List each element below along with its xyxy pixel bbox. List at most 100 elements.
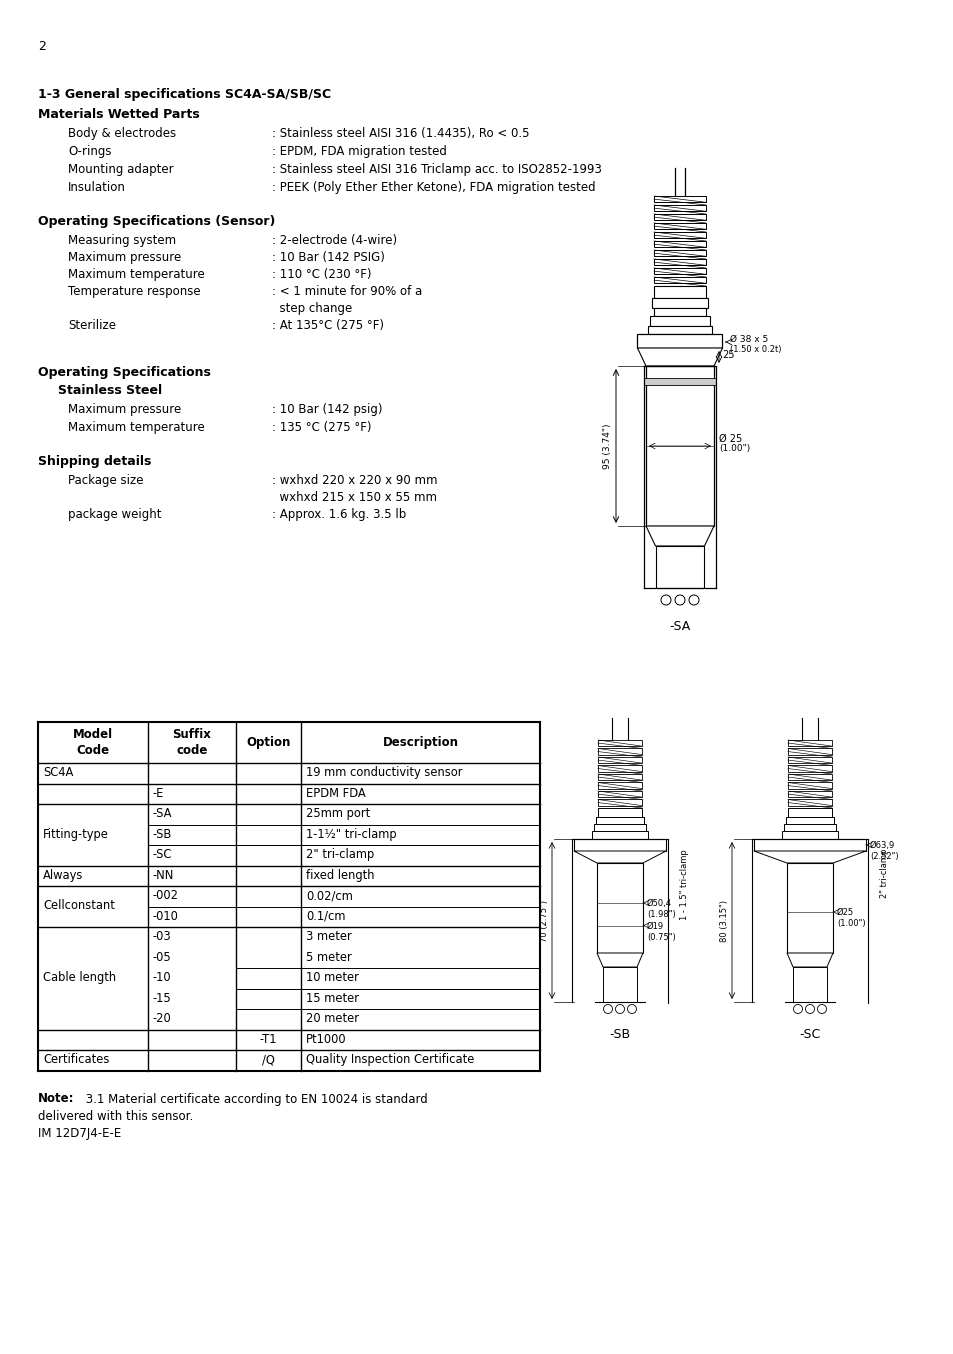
Bar: [654, 204, 705, 211]
Text: Model
Code: Model Code: [72, 728, 113, 757]
Text: Cellconstant: Cellconstant: [43, 899, 114, 913]
Text: 1 - 1.5" tri-clamp: 1 - 1.5" tri-clamp: [679, 849, 688, 919]
Bar: [598, 765, 641, 772]
Polygon shape: [786, 953, 832, 967]
Bar: [787, 749, 831, 754]
Text: -SA: -SA: [669, 620, 690, 634]
Text: IM 12D7J4-E-E: IM 12D7J4-E-E: [38, 1127, 121, 1140]
Text: Body & electrodes: Body & electrodes: [68, 127, 176, 139]
Bar: [787, 774, 831, 780]
Text: Maximum pressure: Maximum pressure: [68, 403, 181, 416]
Bar: [596, 816, 643, 825]
Text: EPDM FDA: EPDM FDA: [306, 787, 365, 800]
Bar: [654, 259, 705, 265]
Text: 3 meter: 3 meter: [306, 930, 352, 944]
Text: Pt1000: Pt1000: [306, 1033, 346, 1045]
Text: step change: step change: [272, 302, 352, 315]
Text: -SC: -SC: [152, 848, 172, 861]
Text: 15 meter: 15 meter: [306, 991, 358, 1005]
Text: 2: 2: [38, 41, 46, 53]
Bar: [654, 196, 705, 202]
Text: fixed length: fixed length: [306, 868, 375, 881]
Text: 1-1½" tri-clamp: 1-1½" tri-clamp: [306, 827, 396, 841]
Bar: [637, 334, 721, 348]
Text: (1.50 x 0.2t): (1.50 x 0.2t): [730, 345, 781, 353]
Text: : 10 Bar (142 psig): : 10 Bar (142 psig): [272, 403, 382, 416]
Text: 5 meter: 5 meter: [306, 951, 352, 964]
Text: -20: -20: [152, 1011, 172, 1025]
Polygon shape: [753, 852, 865, 862]
Bar: [655, 546, 703, 588]
Text: -15: -15: [152, 991, 172, 1005]
Bar: [592, 831, 647, 839]
Text: -002: -002: [152, 890, 179, 902]
Text: 2" tri-clamp: 2" tri-clamp: [879, 849, 888, 898]
Bar: [654, 223, 705, 229]
Text: : 2-electrode (4-wire): : 2-electrode (4-wire): [272, 234, 396, 246]
Polygon shape: [645, 525, 713, 546]
Text: (1.00"): (1.00"): [719, 444, 749, 454]
Text: 80 (3.15"): 80 (3.15"): [720, 899, 728, 941]
Bar: [785, 816, 833, 825]
Text: 25mm port: 25mm port: [306, 807, 370, 821]
Text: Maximum pressure: Maximum pressure: [68, 250, 181, 264]
Text: : wxhxd 220 x 220 x 90 mm: : wxhxd 220 x 220 x 90 mm: [272, 474, 437, 487]
Text: 1-3 General specifications SC4A-SA/SB/SC: 1-3 General specifications SC4A-SA/SB/SC: [38, 88, 331, 102]
Text: Option: Option: [246, 737, 291, 749]
Text: Suffix
code: Suffix code: [172, 728, 212, 757]
Polygon shape: [637, 348, 721, 366]
Bar: [645, 366, 713, 525]
Text: : 110 °C (230 °F): : 110 °C (230 °F): [272, 268, 371, 282]
Text: Fitting-type: Fitting-type: [43, 827, 109, 841]
Bar: [598, 783, 641, 788]
Text: -SC: -SC: [799, 1028, 820, 1041]
Bar: [781, 831, 837, 839]
Text: -03: -03: [152, 930, 172, 944]
Text: Ø50,4
(1.98"): Ø50,4 (1.98"): [646, 899, 675, 919]
Text: Shipping details: Shipping details: [38, 455, 152, 468]
Text: : At 135°C (275 °F): : At 135°C (275 °F): [272, 320, 384, 332]
Bar: [598, 799, 641, 806]
Text: wxhxd 215 x 150 x 55 mm: wxhxd 215 x 150 x 55 mm: [272, 492, 436, 504]
Text: -SB: -SB: [609, 1028, 630, 1041]
Text: : 135 °C (275 °F): : 135 °C (275 °F): [272, 421, 371, 435]
Bar: [654, 307, 705, 315]
Bar: [787, 765, 831, 772]
Text: Package size: Package size: [68, 474, 143, 487]
Bar: [787, 799, 831, 806]
Text: Ø63,9
(2.52"): Ø63,9 (2.52"): [869, 841, 898, 861]
Bar: [598, 741, 641, 746]
Text: : Approx. 1.6 kg. 3.5 lb: : Approx. 1.6 kg. 3.5 lb: [272, 508, 406, 521]
Text: -E: -E: [152, 787, 164, 800]
Text: Ø 38 x 5: Ø 38 x 5: [730, 334, 768, 344]
Bar: [598, 749, 641, 754]
Text: : PEEK (Poly Ether Ether Ketone), FDA migration tested: : PEEK (Poly Ether Ether Ketone), FDA mi…: [272, 181, 595, 194]
Text: -10: -10: [152, 971, 172, 984]
Text: Mounting adapter: Mounting adapter: [68, 162, 173, 176]
Bar: [594, 825, 645, 831]
Polygon shape: [574, 852, 665, 862]
Bar: [654, 268, 705, 275]
Text: 3.1 Material certificate according to EN 10024 is standard: 3.1 Material certificate according to EN…: [82, 1093, 427, 1105]
Bar: [649, 315, 709, 326]
Text: Maximum temperature: Maximum temperature: [68, 268, 205, 282]
Bar: [654, 241, 705, 248]
Text: Temperature response: Temperature response: [68, 284, 200, 298]
Text: Certificates: Certificates: [43, 1053, 110, 1066]
Text: -T1: -T1: [259, 1033, 277, 1045]
Bar: [574, 839, 665, 852]
Text: 70 (2.75"): 70 (2.75"): [539, 899, 548, 941]
Text: Operating Specifications (Sensor): Operating Specifications (Sensor): [38, 215, 275, 227]
Bar: [643, 378, 716, 385]
Text: /Q: /Q: [262, 1053, 274, 1066]
Bar: [598, 808, 641, 816]
Bar: [654, 250, 705, 256]
Text: : EPDM, FDA migration tested: : EPDM, FDA migration tested: [272, 145, 446, 158]
Text: : Stainless steel AISI 316 (1.4435), Ro < 0.5: : Stainless steel AISI 316 (1.4435), Ro …: [272, 127, 529, 139]
Text: Operating Specifications: Operating Specifications: [38, 366, 211, 379]
Bar: [651, 298, 707, 307]
Bar: [654, 232, 705, 238]
Text: -05: -05: [152, 951, 172, 964]
Text: Quality Inspection Certificate: Quality Inspection Certificate: [306, 1053, 474, 1066]
Text: delivered with this sensor.: delivered with this sensor.: [38, 1109, 193, 1122]
